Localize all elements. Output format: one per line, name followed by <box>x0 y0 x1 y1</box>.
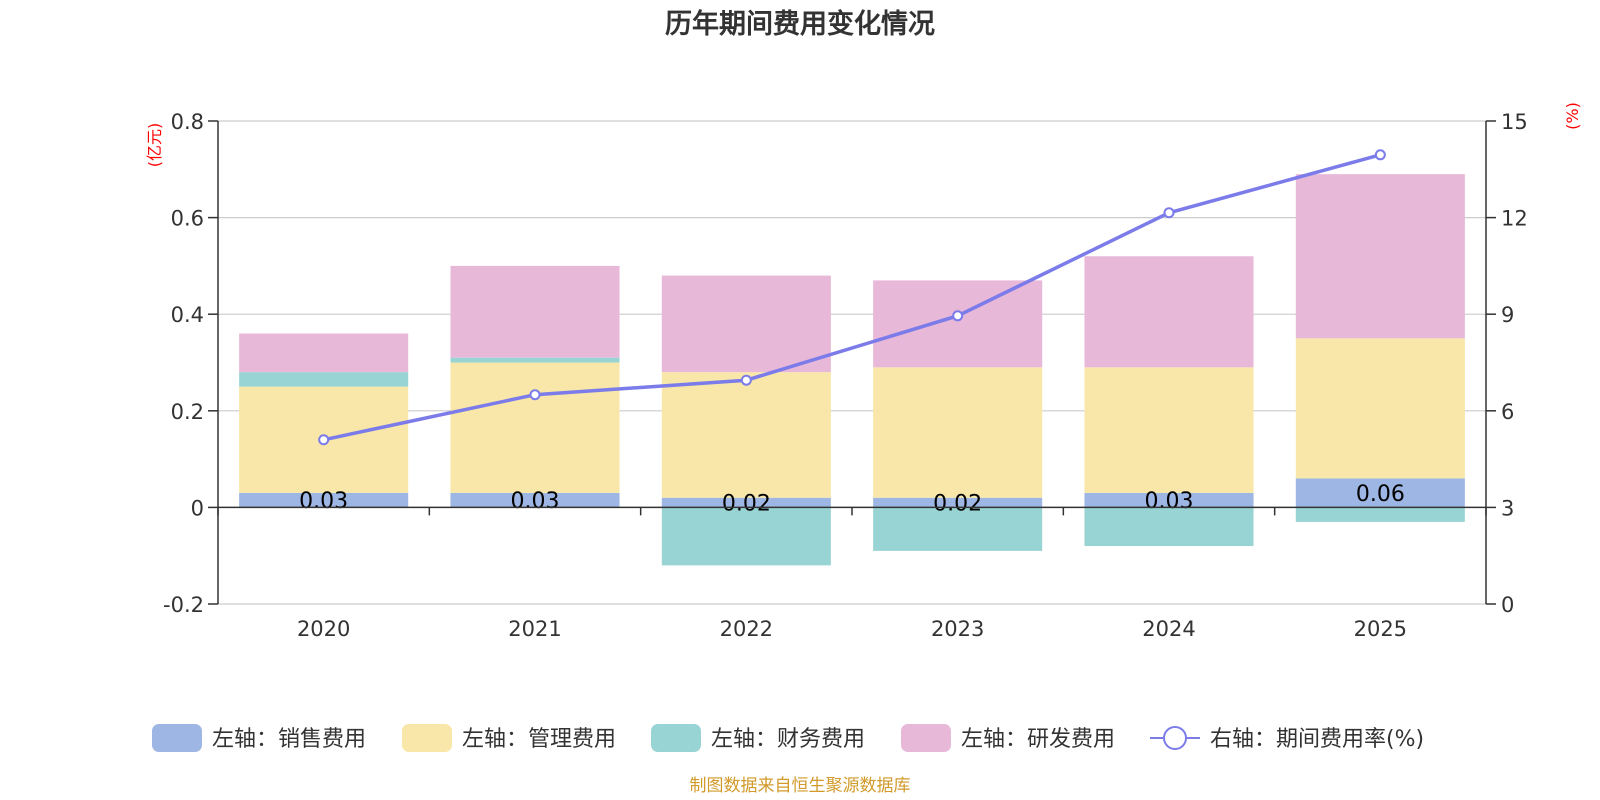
grid-lines <box>218 120 1486 605</box>
bar-s1-2021 <box>450 362 620 493</box>
bar-s2-2025 <box>1295 507 1465 522</box>
line-point-2025 <box>1374 149 1386 161</box>
legend-label-1: 左轴：管理费用 <box>462 727 616 752</box>
right-axis-unit: (%) <box>1563 102 1582 130</box>
legend: 左轴：销售费用 左轴：管理费用 左轴：财务费用 左轴：研发费用 右轴：期间费用率(%) <box>152 724 1424 752</box>
legend-label-3: 左轴：研发费用 <box>961 727 1115 752</box>
left-axis-ticks: -0.2 0 0.2 0.4 0.6 0.8 <box>163 110 218 617</box>
legend-label-2: 左轴：财务费用 <box>711 727 865 752</box>
x-tick-label-2020: 2020 <box>297 617 350 641</box>
legend-marker-4 <box>1163 726 1187 750</box>
x-tick-label-2024: 2024 <box>1142 617 1195 641</box>
line-point-2022 <box>740 374 752 386</box>
legend-swatch-1 <box>402 724 452 752</box>
source-note: 制图数据来自恒生聚源数据库 <box>690 776 911 796</box>
bar-s1-2022 <box>661 372 831 498</box>
x-tick-label-2022: 2022 <box>720 617 773 641</box>
line-point-2023 <box>952 310 964 322</box>
bar-label-2021: 0.03 <box>511 489 560 514</box>
right-tick-label-4: 12 <box>1501 207 1528 231</box>
left-tick-label-5: 0.8 <box>171 110 204 134</box>
bar-s3-2023 <box>873 280 1043 368</box>
right-tick-label-0: 0 <box>1501 593 1514 617</box>
x-tick-label-2025: 2025 <box>1354 617 1407 641</box>
bar-s2-2023 <box>873 507 1043 551</box>
legend-swatch-2 <box>651 724 701 752</box>
chart-title: 历年期间费用变化情况 <box>665 8 935 40</box>
x-axis-ticks: 2020 2021 2022 2023 2024 2025 <box>297 617 1407 641</box>
bar-s3-2025 <box>1295 174 1465 339</box>
right-tick-label-2: 6 <box>1501 400 1514 424</box>
right-tick-label-3: 9 <box>1501 303 1514 327</box>
bar-s0-2020 <box>239 492 409 508</box>
left-tick-label-4: 0.6 <box>171 207 204 231</box>
left-tick-label-3: 0.4 <box>171 303 204 327</box>
line-point-2021 <box>529 389 541 401</box>
bar-label-2020: 0.03 <box>299 489 348 514</box>
left-tick-label-1: 0 <box>191 496 204 520</box>
bar-s1-2024 <box>1084 367 1254 493</box>
bar-s2-2020 <box>239 372 409 387</box>
left-axis-unit: (亿元) <box>145 123 164 168</box>
bar-s0-2022 <box>661 497 831 508</box>
bar-s0-2025 <box>1295 478 1465 508</box>
line-series <box>318 149 1386 446</box>
bar-s0-2024 <box>1084 492 1254 508</box>
line-point-2020 <box>318 434 330 446</box>
bars <box>239 174 1465 566</box>
left-tick-label-0: -0.2 <box>163 593 204 617</box>
legend-label-4: 右轴：期间费用率(%) <box>1210 727 1424 752</box>
bar-label-2025: 0.06 <box>1356 482 1405 507</box>
bar-s3-2022 <box>661 275 831 373</box>
bar-label-2022: 0.02 <box>722 492 771 517</box>
bar-s2-2024 <box>1084 507 1254 547</box>
bar-s3-2021 <box>450 265 620 358</box>
bar-label-2023: 0.02 <box>933 492 982 517</box>
right-axis-ticks: 0 3 6 9 12 15 <box>1486 110 1528 617</box>
axes <box>217 121 1487 604</box>
line-point-2024 <box>1163 207 1175 219</box>
bar-s0-2021 <box>450 492 620 508</box>
bar-labels: 0.03 0.03 0.02 0.02 0.03 0.06 <box>299 482 1405 517</box>
line-path <box>323 153 1381 442</box>
bar-s0-2023 <box>873 497 1043 508</box>
bar-s2-2021 <box>450 357 620 363</box>
x-tick-label-2021: 2021 <box>508 617 561 641</box>
legend-swatch-3 <box>901 724 951 752</box>
bar-s1-2023 <box>873 367 1043 498</box>
bar-s3-2020 <box>239 333 409 373</box>
right-tick-label-1: 3 <box>1501 496 1514 520</box>
x-tick-label-2023: 2023 <box>931 617 984 641</box>
left-tick-label-2: 0.2 <box>171 400 204 424</box>
right-tick-label-5: 15 <box>1501 110 1528 134</box>
legend-label-0: 左轴：销售费用 <box>212 727 366 752</box>
bar-s1-2025 <box>1295 338 1465 479</box>
bar-s2-2022 <box>661 507 831 566</box>
legend-swatch-0 <box>152 724 202 752</box>
bar-s3-2024 <box>1084 256 1254 368</box>
bar-label-2024: 0.03 <box>1145 489 1194 514</box>
